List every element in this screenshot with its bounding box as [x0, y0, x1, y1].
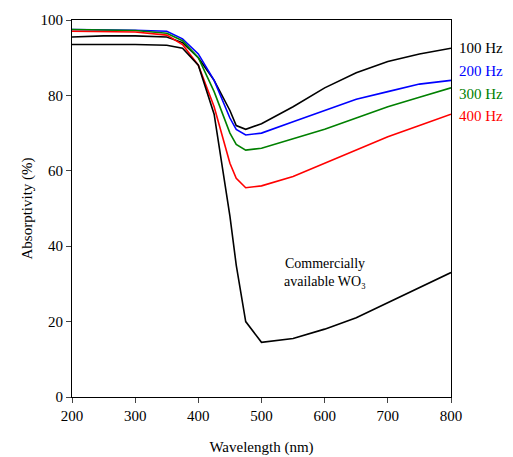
svg-text:80: 80 [48, 88, 63, 104]
svg-text:300 Hz: 300 Hz [459, 86, 503, 102]
svg-text:0: 0 [56, 389, 64, 405]
svg-text:800: 800 [440, 408, 463, 424]
svg-text:60: 60 [48, 163, 63, 179]
svg-text:200: 200 [61, 408, 84, 424]
svg-text:500: 500 [250, 408, 273, 424]
svg-text:600: 600 [313, 408, 336, 424]
svg-text:Commerciallyavailable WO₃: Commerciallyavailable WO₃ [284, 256, 366, 289]
svg-text:100: 100 [41, 12, 64, 28]
svg-text:40: 40 [48, 238, 63, 254]
svg-text:200 Hz: 200 Hz [459, 63, 503, 79]
svg-text:Absorptivity (%): Absorptivity (%) [19, 157, 36, 259]
svg-text:20: 20 [48, 314, 63, 330]
svg-text:100 Hz: 100 Hz [459, 40, 503, 56]
svg-text:400 Hz: 400 Hz [459, 108, 503, 124]
svg-text:Wavelength (nm): Wavelength (nm) [209, 439, 313, 456]
svg-text:300: 300 [124, 408, 147, 424]
svg-text:400: 400 [187, 408, 210, 424]
svg-text:700: 700 [377, 408, 400, 424]
